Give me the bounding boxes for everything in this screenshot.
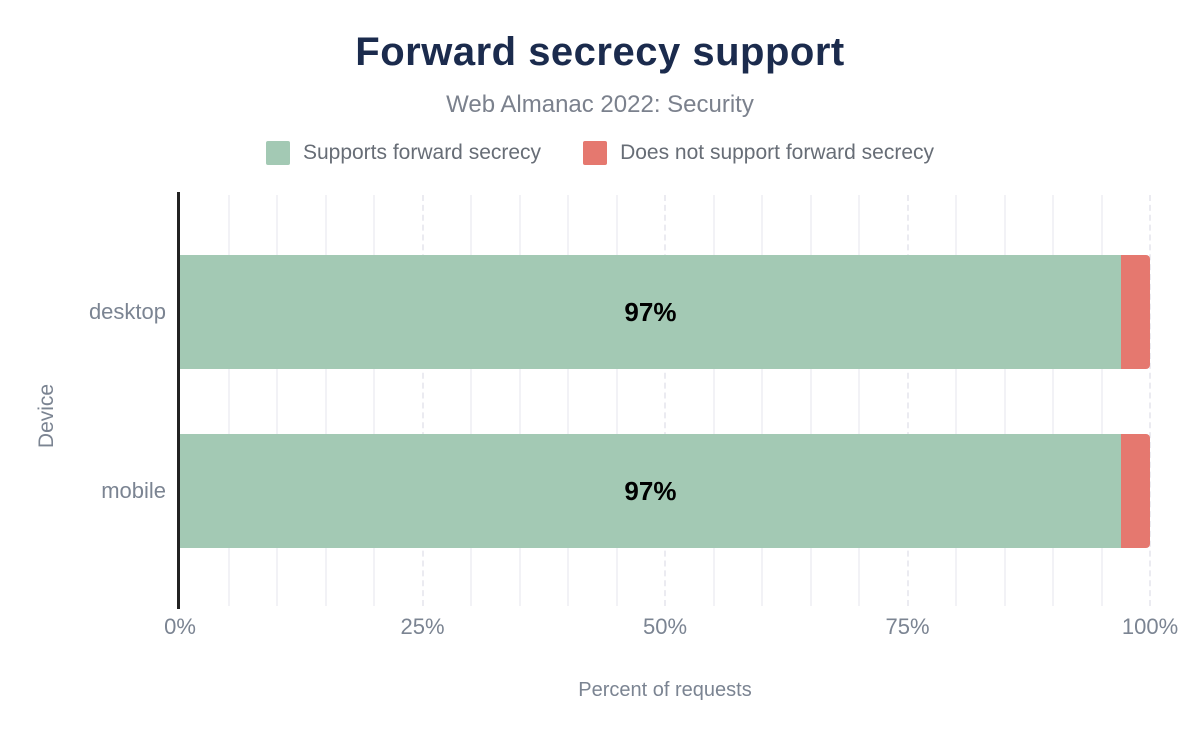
gridline-75 (906, 195, 909, 606)
x-tick-25: 25% (400, 614, 445, 639)
legend-item-not-supports: Does not support forward secrecy (583, 141, 934, 165)
gridline-65 (809, 195, 812, 606)
legend-label-supports: Supports forward secrecy (302, 141, 542, 164)
x-tick-100: 100% (1121, 614, 1179, 639)
gridline-25 (421, 195, 424, 606)
legend-label-not-supports: Does not support forward secrecy (620, 141, 935, 164)
legend-swatch-supports (265, 141, 290, 165)
chart-title: Forward secrecy support (355, 30, 845, 74)
x-tick-75: 75% (885, 614, 930, 639)
gridline-60 (761, 195, 763, 606)
x-tick-0: 0% (164, 614, 196, 639)
bar-value-label: 97% (624, 475, 677, 506)
y-axis-title: Device (35, 383, 58, 449)
gridline-85 (1003, 195, 1006, 606)
gridline-40 (567, 195, 569, 606)
gridline-90 (1052, 195, 1054, 606)
gridline-15 (324, 195, 327, 606)
gridline-30 (470, 195, 472, 606)
gridline-100 (1149, 195, 1151, 606)
legend-swatch-not-supports (583, 141, 608, 165)
bar-mobile-not-supports (1120, 434, 1150, 548)
gridline-5 (227, 195, 230, 606)
gridline-70 (858, 195, 860, 606)
gridline-35 (518, 195, 521, 606)
gridline-20 (373, 195, 375, 606)
y-tick-desktop: desktop (88, 299, 166, 324)
gridline-55 (712, 195, 715, 606)
x-tick-50: 50% (642, 614, 688, 639)
x-axis-title: Percent of requests (578, 679, 752, 701)
gridline-10 (276, 195, 278, 606)
gridline-80 (955, 195, 957, 606)
bar-mobile-supports: 97% (180, 434, 1121, 548)
legend-item-supports: Supports forward secrecy (265, 141, 542, 165)
y-axis-line (177, 192, 180, 609)
chart-subtitle: Web Almanac 2022: Security (446, 91, 754, 118)
gridline-50 (664, 195, 666, 606)
bar-desktop-supports: 97% (180, 255, 1121, 369)
gridline-45 (615, 195, 618, 606)
bar-value-label: 97% (624, 296, 677, 327)
bar-desktop-not-supports (1120, 255, 1150, 369)
gridline-95 (1100, 195, 1103, 606)
legend: Supports forward secrecy Does not suppor… (0, 141, 1200, 165)
plot-area: 97% 97% (180, 195, 1151, 606)
y-tick-mobile: mobile (101, 478, 166, 503)
